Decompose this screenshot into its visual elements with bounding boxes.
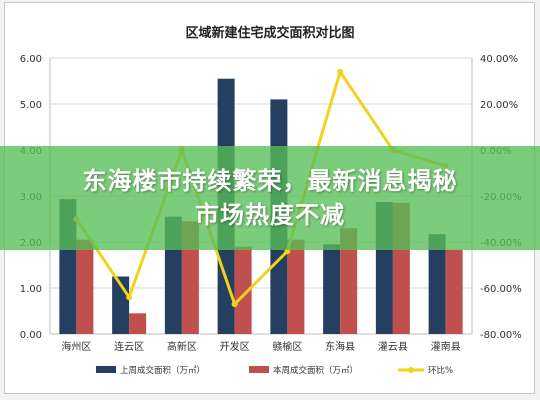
legend-this-week-label: 本周成交面积（万㎡） — [273, 365, 358, 376]
x-tick-label: 开发区 — [220, 340, 250, 353]
legend-this-week-swatch — [249, 366, 269, 373]
y-left-tick-label: 5.00 — [20, 100, 42, 111]
ratio-point — [126, 294, 133, 301]
y-right-tick-label: 20.00% — [480, 100, 518, 111]
ratio-point — [231, 301, 238, 308]
legend-prev-week-swatch — [96, 366, 116, 373]
x-tick-label: 海州区 — [61, 340, 91, 353]
headline-line-2: 市场热度不减 — [195, 201, 345, 229]
y-left-tick-label: 6.00 — [20, 54, 42, 65]
bar-this-week — [340, 228, 358, 334]
chart-title: 区域新建住宅成交面积对比图 — [185, 25, 354, 41]
y-left-tick-label: 1.00 — [20, 284, 42, 295]
y-right-tick-label: 40.00% — [480, 54, 518, 65]
x-tick-label: 灌云县 — [378, 341, 408, 353]
bar-prev-week — [428, 234, 446, 334]
x-tick-label: 赣榆区 — [272, 340, 302, 353]
bar-this-week — [287, 239, 305, 334]
bar-this-week — [234, 246, 252, 334]
ratio-point — [337, 68, 344, 75]
legend-prev-week-label: 上周成交面积（万㎡） — [120, 365, 205, 376]
x-tick-label: 高新区 — [167, 340, 197, 353]
x-tick-label: 灌南县 — [431, 340, 461, 353]
y-right-tick-label: -80.00% — [480, 330, 522, 341]
headline-line-1: 东海楼市持续繁荣，最新消息揭秘 — [82, 167, 458, 195]
bar-this-week — [129, 313, 147, 334]
bar-this-week — [445, 249, 463, 334]
x-tick-label: 连云区 — [114, 340, 144, 353]
legend-ratio-label: 环比% — [428, 365, 453, 376]
bar-prev-week — [323, 244, 341, 334]
x-tick-label: 东海县 — [325, 340, 355, 353]
headline-banner: 东海楼市持续繁荣，最新消息揭秘 市场热度不减 — [0, 146, 540, 250]
bar-this-week — [76, 239, 94, 334]
ratio-line — [75, 70, 447, 306]
legend-ratio-marker — [408, 367, 414, 373]
y-right-tick-label: -60.00% — [480, 284, 522, 295]
y-left-tick-label: 0.00 — [20, 330, 42, 341]
